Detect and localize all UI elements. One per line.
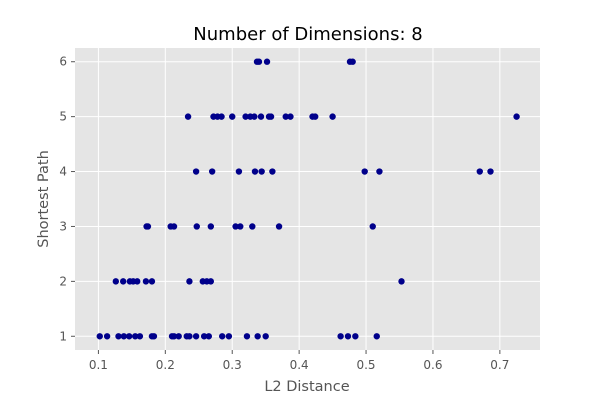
scatter-point (376, 168, 383, 175)
x-tick-label: 0.6 (423, 358, 442, 372)
scatter-point (258, 168, 265, 175)
data-points (96, 58, 520, 340)
scatter-point (344, 333, 352, 340)
y-tick-label: 2 (59, 274, 67, 288)
y-tick-label: 5 (59, 110, 67, 124)
scatter-point (232, 223, 239, 230)
x-tick-label: 0.3 (223, 358, 242, 372)
y-tick-label: 6 (59, 55, 67, 69)
grid (75, 48, 540, 350)
scatter-point (96, 333, 103, 340)
scatter-point (267, 113, 275, 120)
scatter-point (225, 333, 233, 340)
plot-background (75, 48, 540, 350)
scatter-point (193, 223, 200, 230)
scatter-point (249, 223, 256, 230)
x-tick-label: 0.1 (89, 358, 108, 372)
scatter-point (200, 333, 208, 340)
scatter-point (186, 333, 193, 340)
scatter-point (207, 223, 215, 230)
scatter-point (218, 113, 225, 120)
scatter-point (170, 223, 178, 230)
scatter-point (349, 58, 356, 65)
scatter-point (369, 223, 376, 230)
scatter-point (142, 278, 150, 285)
scatter-point (207, 278, 215, 285)
scatter-point (134, 278, 141, 285)
scatter-point (487, 168, 494, 175)
scatter-point (150, 333, 158, 340)
chart-title: Number of Dimensions: 8 (193, 24, 422, 45)
scatter-point (398, 278, 405, 285)
scatter-point (205, 333, 213, 340)
scatter-point (120, 333, 128, 340)
scatter-point (287, 113, 294, 120)
scatter-point (251, 168, 259, 175)
scatter-point (175, 333, 182, 340)
scatter-point (329, 113, 336, 120)
scatter-point (282, 113, 289, 120)
x-tick-label: 0.4 (290, 358, 309, 372)
scatter-point (243, 333, 251, 340)
scatter-point (476, 168, 483, 175)
y-tick-label: 4 (59, 165, 67, 179)
scatter-point (184, 113, 192, 120)
scatter-point (144, 223, 152, 230)
scatter-point (112, 278, 120, 285)
scatter-point (311, 113, 319, 120)
scatter-point (361, 168, 368, 175)
scatter-point (237, 223, 244, 230)
x-tick-label: 0.2 (156, 358, 175, 372)
scatter-point (251, 113, 258, 120)
scatter-point (136, 333, 144, 340)
scatter-point (192, 333, 200, 340)
scatter-point (513, 113, 520, 120)
scatter-point (373, 333, 380, 340)
scatter-point (352, 333, 359, 340)
scatter-point (255, 58, 263, 65)
scatter-point (235, 168, 243, 175)
scatter-point (148, 278, 156, 285)
scatter-point (229, 113, 236, 120)
scatter-point (119, 278, 127, 285)
scatter-point (115, 333, 122, 340)
scatter-point (103, 333, 111, 340)
scatter-point (262, 333, 269, 340)
scatter-point (263, 58, 271, 65)
y-tick-label: 3 (59, 219, 67, 233)
scatter-point (337, 333, 344, 340)
scatter-point (254, 333, 261, 340)
scatter-point (275, 223, 283, 230)
x-tick-label: 0.5 (356, 358, 375, 372)
scatter-point (218, 333, 226, 340)
y-tick-label: 1 (59, 329, 67, 343)
scatter-point (208, 168, 216, 175)
y-axis-label: Shortest Path (36, 150, 52, 248)
scatter-point (170, 333, 178, 340)
x-axis-label: L2 Distance (264, 379, 349, 395)
ticks: 0.1 0.2 0.3 0.4 0.5 0.6 0.7 1 2 3 4 5 6 (59, 55, 509, 372)
scatter-point (132, 333, 139, 340)
scatter-point (269, 168, 276, 175)
scatter-point (125, 333, 133, 340)
scatter-point (186, 278, 193, 285)
x-tick-label: 0.7 (490, 358, 509, 372)
scatter-point (242, 113, 249, 120)
scatter-point (192, 168, 200, 175)
scatter-point (257, 113, 265, 120)
